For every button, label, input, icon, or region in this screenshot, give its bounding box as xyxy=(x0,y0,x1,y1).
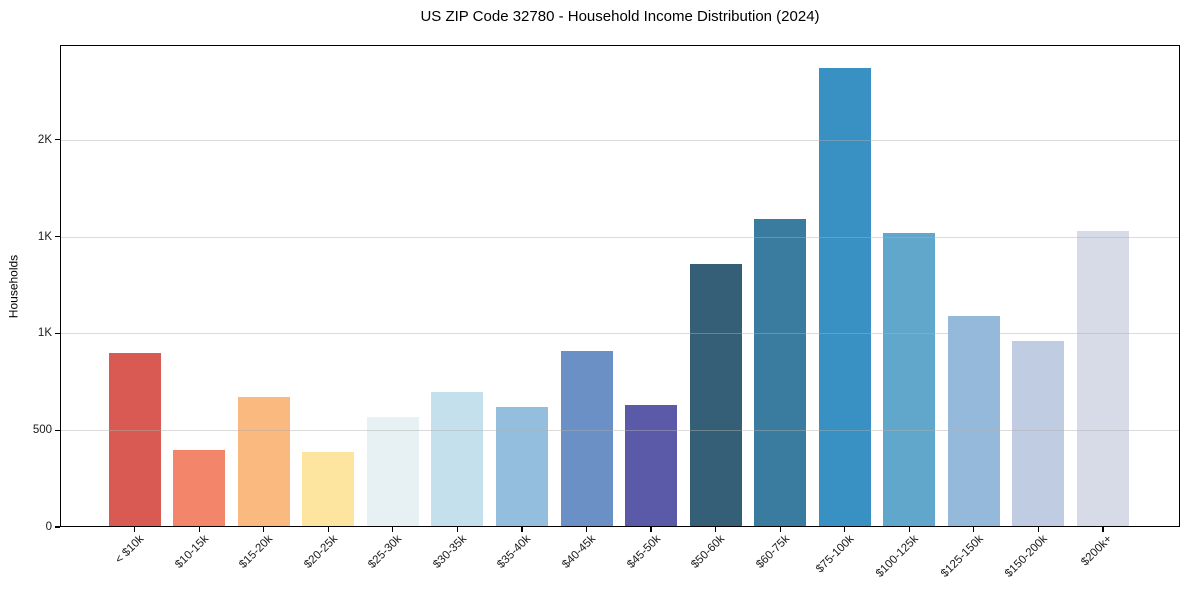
x-tick-label: $150-200k xyxy=(1002,533,1050,580)
y-tick xyxy=(55,332,60,335)
x-tick-label: $30-35k xyxy=(431,533,469,571)
x-tick-label: $25-30k xyxy=(366,533,405,571)
y-tick-label: 1K xyxy=(37,327,52,340)
bar-$45-50k xyxy=(625,405,678,527)
x-tick-label: $20-25k xyxy=(301,533,340,571)
plot-area xyxy=(60,45,1180,527)
y-tick xyxy=(55,236,60,238)
bar-< $10k xyxy=(108,352,161,527)
bar-$15-20k xyxy=(237,397,290,527)
bar-$35-40k xyxy=(495,407,548,527)
x-tick xyxy=(585,527,588,532)
x-tick-label: $35-40k xyxy=(495,533,534,571)
bar-layer xyxy=(60,45,1180,527)
x-tick-label: $50-60k xyxy=(689,533,728,571)
x-tick xyxy=(456,527,459,532)
x-tick xyxy=(973,527,975,532)
y-tick-label: 2K xyxy=(37,133,52,146)
bar-$40-45k xyxy=(560,350,613,527)
x-tick xyxy=(779,527,781,532)
x-tick-label: < $10k xyxy=(112,533,147,567)
bar-$125-150k xyxy=(947,316,1000,527)
bar-$150-200k xyxy=(1012,341,1065,527)
x-tick-label: $10-15k xyxy=(172,533,211,571)
y-tick xyxy=(55,526,60,528)
x-tick xyxy=(908,527,910,532)
x-tick xyxy=(392,527,394,532)
x-tick-label: $125-150k xyxy=(938,533,986,580)
x-tick xyxy=(1102,527,1104,532)
x-tick-label: $100-125k xyxy=(873,533,921,580)
x-tick xyxy=(650,527,652,532)
x-tick xyxy=(327,527,329,532)
bar-$30-35k xyxy=(431,391,484,527)
chart-title: US ZIP Code 32780 - Household Income Dis… xyxy=(420,8,820,25)
x-tick-label: $60-75k xyxy=(753,533,792,571)
y-tick-label: 500 xyxy=(32,424,52,437)
bar-$60-75k xyxy=(754,219,807,527)
bar-$200k+ xyxy=(1077,230,1129,527)
bar-$10-15k xyxy=(173,449,226,527)
bar-$75-100k xyxy=(818,68,871,527)
x-tick xyxy=(844,527,846,532)
x-tick xyxy=(715,527,717,532)
x-tick xyxy=(521,527,523,532)
y-tick-label: 0 xyxy=(45,521,52,533)
x-tick-label: $75-100k xyxy=(813,533,857,576)
y-tick xyxy=(55,139,60,141)
x-tick-label: $15-20k xyxy=(237,533,276,571)
x-tick xyxy=(1037,527,1040,532)
bar-$25-30k xyxy=(366,416,419,527)
x-tick-label: $40-45k xyxy=(560,533,598,571)
x-tick-label: $45-50k xyxy=(624,533,663,571)
bar-$100-125k xyxy=(883,232,936,527)
y-tick-label: 1K xyxy=(37,230,52,243)
bar-$20-25k xyxy=(302,451,355,527)
x-tick-label: $200k+ xyxy=(1079,533,1115,569)
bar-$50-60k xyxy=(689,263,742,527)
x-tick xyxy=(133,527,136,532)
y-tick xyxy=(55,429,60,431)
x-tick xyxy=(198,527,200,532)
x-tick xyxy=(263,527,265,532)
